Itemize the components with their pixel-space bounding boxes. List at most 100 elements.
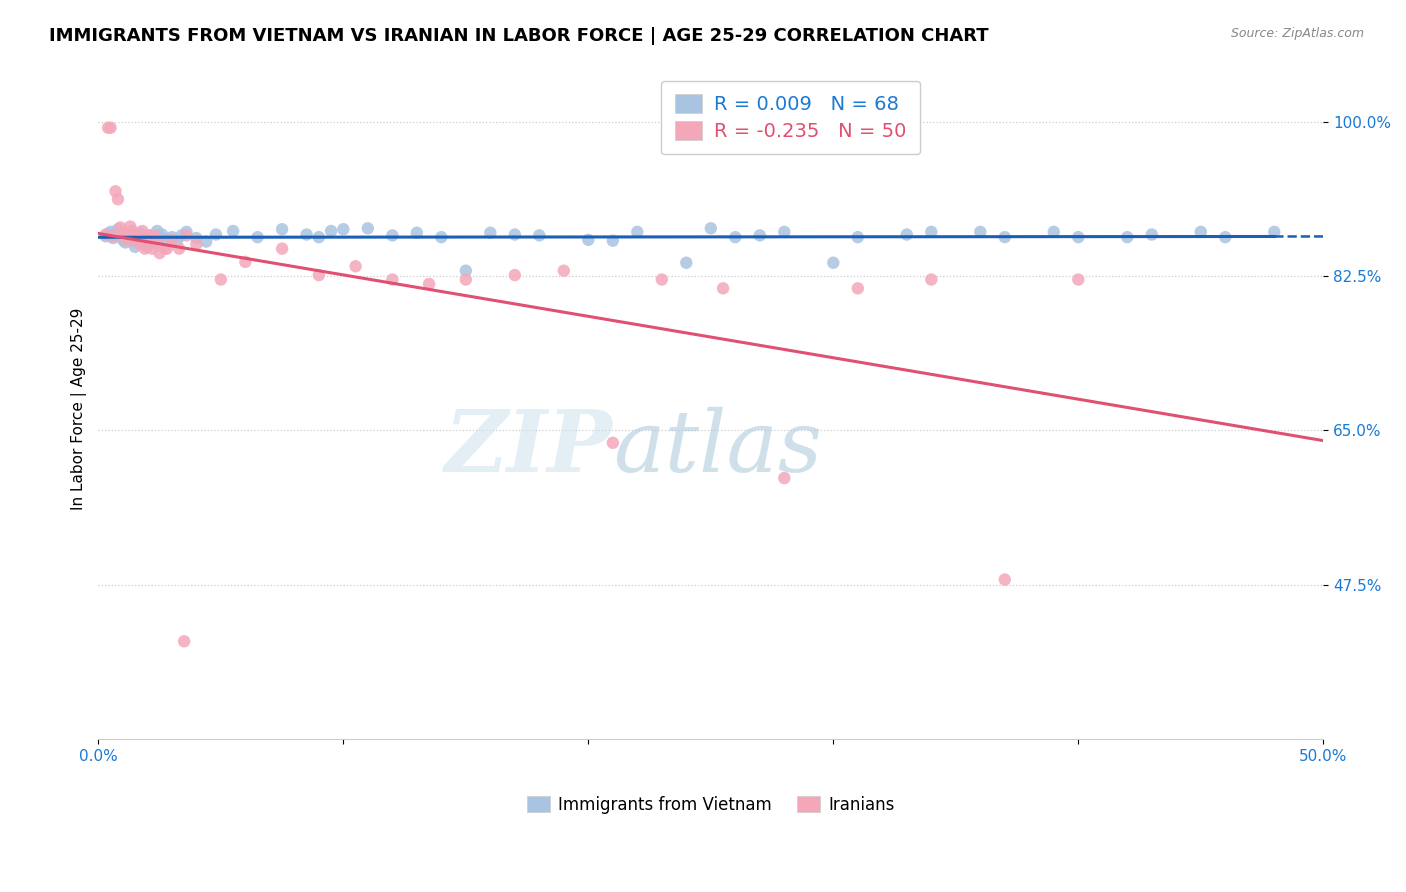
Point bbox=[846, 281, 869, 295]
Point bbox=[1263, 225, 1285, 239]
Point bbox=[149, 230, 172, 244]
Text: ZIP: ZIP bbox=[444, 407, 613, 490]
Point bbox=[626, 225, 648, 239]
Point bbox=[139, 228, 162, 243]
Point bbox=[127, 233, 149, 247]
Point bbox=[153, 242, 176, 256]
Point bbox=[381, 228, 404, 243]
Point bbox=[176, 225, 198, 239]
Text: atlas: atlas bbox=[613, 407, 823, 490]
Point bbox=[111, 228, 134, 243]
Point bbox=[134, 236, 156, 251]
Point bbox=[724, 230, 747, 244]
Point bbox=[896, 227, 918, 242]
Point bbox=[107, 222, 129, 236]
Point bbox=[146, 224, 169, 238]
Point bbox=[1189, 225, 1212, 239]
Point bbox=[195, 235, 218, 249]
Point bbox=[156, 242, 179, 256]
Point bbox=[357, 221, 380, 235]
Point bbox=[101, 231, 124, 245]
Point bbox=[1213, 230, 1236, 244]
Point bbox=[100, 225, 122, 239]
Point bbox=[139, 228, 162, 243]
Point bbox=[920, 225, 942, 239]
Point bbox=[1067, 272, 1090, 286]
Point bbox=[675, 256, 697, 270]
Point bbox=[381, 272, 404, 286]
Point bbox=[104, 184, 127, 198]
Point bbox=[1116, 230, 1139, 244]
Point bbox=[131, 232, 153, 246]
Point bbox=[94, 229, 117, 244]
Point bbox=[711, 281, 734, 295]
Point bbox=[1140, 227, 1163, 242]
Point bbox=[136, 240, 159, 254]
Point bbox=[1067, 230, 1090, 244]
Point bbox=[111, 225, 134, 239]
Point bbox=[97, 227, 120, 242]
Point bbox=[114, 229, 136, 244]
Point bbox=[156, 233, 179, 247]
Point bbox=[173, 634, 195, 648]
Point bbox=[222, 224, 245, 238]
Point bbox=[773, 471, 796, 485]
Point bbox=[160, 230, 183, 244]
Point bbox=[271, 222, 294, 236]
Point bbox=[104, 228, 127, 243]
Legend: Immigrants from Vietnam, Iranians: Immigrants from Vietnam, Iranians bbox=[519, 788, 904, 822]
Point bbox=[602, 435, 624, 450]
Point bbox=[553, 263, 575, 277]
Point bbox=[124, 228, 146, 243]
Point bbox=[994, 230, 1017, 244]
Point bbox=[430, 230, 453, 244]
Point bbox=[146, 233, 169, 247]
Point bbox=[773, 225, 796, 239]
Point bbox=[141, 234, 163, 248]
Point bbox=[454, 272, 477, 286]
Point bbox=[994, 573, 1017, 587]
Point bbox=[969, 225, 991, 239]
Point bbox=[120, 219, 142, 234]
Point bbox=[1042, 225, 1064, 239]
Point bbox=[246, 230, 269, 244]
Point bbox=[150, 227, 173, 242]
Point bbox=[124, 240, 146, 254]
Point bbox=[141, 242, 163, 256]
Point bbox=[576, 233, 599, 247]
Point bbox=[454, 263, 477, 277]
Point bbox=[129, 226, 152, 240]
Point bbox=[308, 268, 330, 282]
Point bbox=[602, 234, 624, 248]
Point bbox=[271, 242, 294, 256]
Point bbox=[209, 272, 232, 286]
Point bbox=[846, 230, 869, 244]
Point bbox=[651, 272, 673, 286]
Point bbox=[101, 229, 124, 244]
Text: IMMIGRANTS FROM VIETNAM VS IRANIAN IN LABOR FORCE | AGE 25-29 CORRELATION CHART: IMMIGRANTS FROM VIETNAM VS IRANIAN IN LA… bbox=[49, 27, 988, 45]
Point bbox=[136, 233, 159, 247]
Point bbox=[110, 226, 132, 240]
Point bbox=[503, 227, 526, 242]
Point bbox=[110, 220, 132, 235]
Point bbox=[405, 226, 427, 240]
Point bbox=[160, 233, 183, 247]
Point bbox=[332, 222, 354, 236]
Point bbox=[117, 230, 139, 244]
Point bbox=[344, 260, 367, 274]
Point bbox=[100, 120, 122, 135]
Point bbox=[295, 227, 318, 242]
Point bbox=[186, 231, 208, 245]
Point bbox=[94, 227, 117, 242]
Point bbox=[529, 228, 551, 243]
Point bbox=[129, 237, 152, 252]
Point bbox=[479, 226, 502, 240]
Point bbox=[166, 235, 188, 249]
Point bbox=[114, 235, 136, 250]
Point bbox=[121, 224, 143, 238]
Point bbox=[319, 224, 342, 238]
Point bbox=[170, 228, 193, 243]
Point bbox=[134, 242, 156, 256]
Point bbox=[700, 221, 723, 235]
Point bbox=[143, 228, 166, 243]
